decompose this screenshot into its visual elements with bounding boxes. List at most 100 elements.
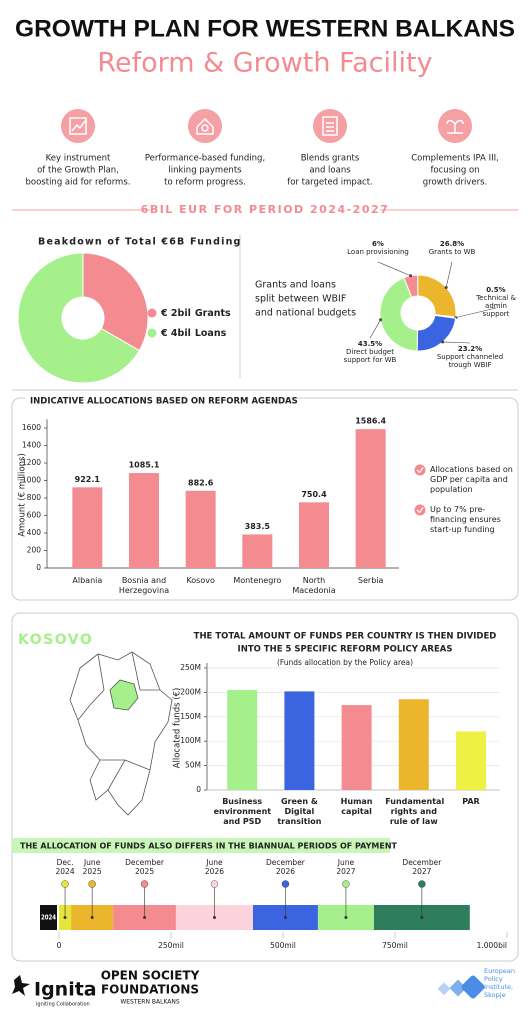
start-label: 2024 — [41, 914, 56, 922]
x-tick-label: PAR — [462, 797, 480, 806]
pin — [61, 880, 69, 888]
data-label: 750.4 — [301, 490, 327, 499]
legend-value: € 4bil — [160, 328, 191, 339]
leader-line — [377, 261, 411, 277]
note-icon — [414, 504, 426, 516]
title: GROWTH PLAN FOR WESTERN BALKANS — [15, 15, 515, 42]
data-label: 6% — [372, 240, 384, 248]
chart-title: THE TOTAL AMOUNT OF FUNDS PER COUNTRY IS… — [194, 632, 497, 642]
feature-text: Key instrument — [46, 154, 111, 164]
y-tick-label: 0 — [36, 563, 41, 572]
leader-line — [369, 319, 381, 339]
x-tick-label: Business environment and PSD — [213, 797, 272, 826]
period-label: June 2027 — [336, 858, 356, 876]
x-tick-label: North Macedonia — [292, 576, 336, 595]
data-label: 882.6 — [188, 478, 214, 487]
data-label: 1586.4 — [355, 417, 386, 426]
feature-text: for targeted impact. — [287, 178, 373, 188]
bar — [185, 490, 216, 568]
logo-tagline: WESTERN BALKANS — [120, 999, 180, 1006]
logo-epi — [437, 975, 485, 999]
category-label: Support channeled trough WBIF — [436, 353, 504, 369]
legend-entry: € 2bil Grants — [160, 308, 231, 319]
period-label: December 2026 — [266, 858, 305, 876]
y-tick-label: 1400 — [22, 441, 41, 450]
bar — [227, 689, 258, 790]
x-tick-label: Human capital — [340, 797, 373, 816]
pin-dot — [212, 916, 216, 919]
legend-label: Grants — [195, 308, 231, 319]
period-label: Dec. 2024 — [55, 858, 75, 876]
logo-ignita — [12, 975, 30, 996]
leader-line — [445, 261, 453, 288]
bar — [284, 691, 315, 790]
data-label: 0.5% — [486, 286, 506, 294]
start-box — [40, 905, 57, 930]
y-tick-label: 200 — [27, 546, 42, 555]
leader-dot — [409, 274, 413, 278]
chart-title: split between WBIF — [255, 294, 346, 305]
chart-title: Beakdown of Total €6B Funding — [38, 237, 242, 248]
category-label: Grants to WB — [428, 248, 476, 256]
panel — [11, 612, 519, 962]
x-tick-label: Albania — [72, 576, 103, 585]
data-label: 922.1 — [75, 475, 101, 484]
pin — [210, 880, 219, 888]
data-label: 383.5 — [245, 522, 271, 531]
feature-text: boosting aid for reforms. — [26, 178, 131, 188]
logo-text: FOUNDATIONS — [101, 983, 199, 997]
pin-dot — [90, 916, 94, 919]
pin-dot — [143, 916, 147, 919]
leader-line — [442, 341, 471, 344]
y-tick-label: 150M — [180, 712, 201, 721]
y-tick-label: 800 — [27, 493, 42, 502]
legend-value: € 2bil — [160, 308, 191, 319]
pin — [418, 880, 426, 888]
chart-subtitle: (Funds allocation by the Policy area) — [277, 658, 413, 667]
section-title: KOSOVO — [18, 632, 93, 648]
feature-text: growth drivers. — [423, 178, 487, 188]
bar — [242, 534, 273, 568]
data-label: 23.2% — [457, 345, 483, 353]
y-axis-label: Allocated funds (€) — [173, 688, 183, 769]
donut-segment — [17, 252, 140, 384]
chart-title: and national budgets — [255, 308, 356, 319]
x-tick-label: Fundamental rights and rule of law — [385, 797, 445, 826]
note: Up to 7% pre-financing ensures start-up … — [430, 505, 501, 534]
pin-dot — [344, 916, 348, 919]
y-tick-label: 1000 — [22, 476, 41, 485]
donut-segment — [417, 274, 457, 318]
bar — [456, 731, 486, 790]
logo-text: Skopje — [484, 991, 506, 999]
y-axis-label: Amount (€ millions) — [18, 453, 28, 537]
category-label: Technical & admin support — [476, 294, 516, 318]
y-tick-label: 100M — [180, 736, 201, 745]
y-tick-label: 50M — [185, 761, 201, 770]
x-tick-label: 1.000bil — [477, 941, 507, 950]
pin — [281, 880, 290, 888]
feature-icons — [61, 109, 472, 143]
legend-entry: € 4bil Loans — [160, 328, 227, 339]
x-tick-label: Bosnia and Herzegovina — [118, 576, 170, 595]
note-check — [416, 467, 424, 474]
leader-line — [455, 307, 497, 318]
pin-dot — [420, 916, 424, 919]
chart-title: INTO THE 5 SPECIFIC REFORM POLICY AREAS — [238, 645, 453, 655]
feature-text: and loans — [309, 166, 351, 176]
bar — [398, 699, 429, 790]
timeline-banner — [12, 838, 390, 853]
chart-title: Grants and loans — [255, 280, 336, 291]
x-tick-label: 500mil — [270, 941, 296, 950]
y-tick-label: 0 — [196, 785, 201, 794]
chart-title: INDICATIVE ALLOCATIONS BASED ON REFORM A… — [30, 397, 298, 407]
logo-text: Policy — [484, 975, 503, 983]
logo-tagline: igniting Collaboration — [36, 1002, 90, 1008]
pin — [140, 880, 149, 888]
feature-text: Blends grants — [301, 154, 360, 164]
logo-text: Institute, — [484, 983, 513, 991]
y-tick-label: 250M — [180, 663, 201, 672]
logo-text: OPEN SOCIETY — [101, 969, 200, 983]
x-tick-label: 750mil — [382, 941, 408, 950]
map — [69, 651, 173, 816]
